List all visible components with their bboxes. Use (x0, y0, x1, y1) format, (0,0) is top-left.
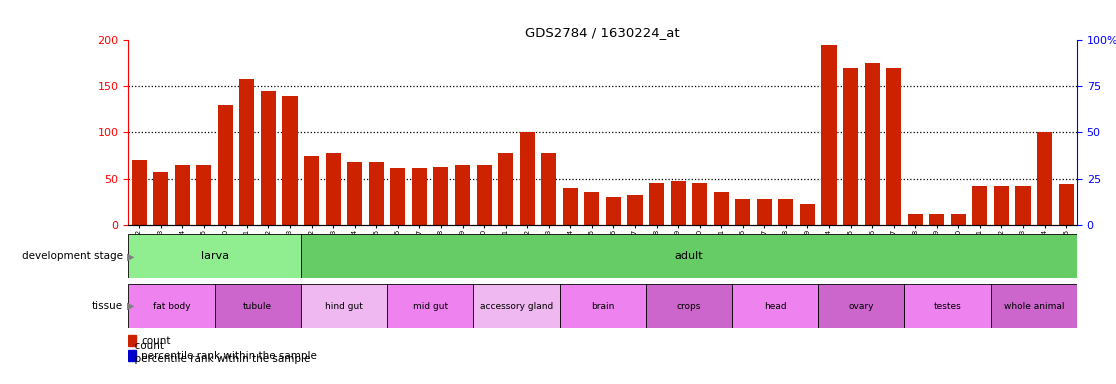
Bar (473, 284, 559, 328)
Bar (627, 195, 643, 225)
Bar (559, 284, 646, 328)
Bar (562, 188, 578, 225)
Bar (972, 186, 988, 225)
Text: brain: brain (591, 302, 614, 311)
Bar (301, 284, 387, 328)
Point (950, 19, 968, 25)
Text: adult: adult (674, 251, 703, 262)
Point (927, 26, 945, 32)
Text: larva: larva (201, 251, 229, 262)
Bar (128, 234, 301, 278)
Bar (991, 284, 1077, 328)
Text: count: count (141, 336, 171, 346)
Bar (368, 162, 384, 225)
Bar (821, 45, 837, 225)
Text: fat body: fat body (153, 302, 190, 311)
Point (971, 15, 989, 21)
Text: development stage: development stage (21, 251, 123, 262)
Bar (1016, 186, 1030, 225)
Bar (800, 204, 815, 225)
Bar (304, 156, 319, 225)
Text: percentile rank within the sample: percentile rank within the sample (128, 354, 310, 364)
Text: tissue: tissue (92, 301, 123, 311)
Bar (128, 351, 136, 361)
Bar (606, 197, 620, 225)
Bar (646, 284, 732, 328)
Text: percentile rank within the sample: percentile rank within the sample (141, 351, 317, 361)
Bar (239, 79, 254, 225)
Bar (886, 68, 902, 225)
Bar (930, 214, 944, 225)
Bar (692, 183, 708, 225)
Bar (347, 162, 363, 225)
Bar (477, 165, 492, 225)
Text: ovary: ovary (848, 302, 874, 311)
Bar (541, 153, 556, 225)
Text: ▶: ▶ (127, 251, 135, 262)
Text: whole animal: whole animal (1003, 302, 1064, 311)
Bar (951, 214, 966, 225)
Bar (713, 192, 729, 225)
Bar (175, 165, 190, 225)
Bar (671, 181, 685, 225)
Bar (261, 91, 276, 225)
Title: GDS2784 / 1630224_at: GDS2784 / 1630224_at (526, 26, 680, 39)
Point (906, 19, 924, 25)
Bar (994, 186, 1009, 225)
Bar (650, 183, 664, 225)
Text: ▶: ▶ (127, 301, 135, 311)
Text: head: head (763, 302, 787, 311)
Bar (196, 165, 211, 225)
Bar (433, 167, 449, 225)
Bar (732, 284, 818, 328)
Bar (412, 167, 427, 225)
Bar (128, 336, 136, 346)
Text: mid gut: mid gut (413, 302, 448, 311)
Text: testes: testes (934, 302, 962, 311)
Text: accessory gland: accessory gland (480, 302, 554, 311)
Text: count: count (128, 341, 164, 351)
Bar (585, 192, 599, 225)
Bar (391, 167, 405, 225)
Text: hind gut: hind gut (325, 302, 363, 311)
Bar (1059, 184, 1074, 225)
Bar (153, 172, 169, 225)
Bar (520, 132, 535, 225)
Bar (757, 199, 772, 225)
Bar (214, 284, 301, 328)
Bar (843, 68, 858, 225)
Bar (128, 284, 214, 328)
Bar (218, 105, 233, 225)
Text: tubule: tubule (243, 302, 272, 311)
Bar (904, 284, 991, 328)
Bar (735, 199, 750, 225)
Bar (778, 199, 793, 225)
Bar (455, 165, 470, 225)
Bar (907, 214, 923, 225)
Text: crops: crops (676, 302, 701, 311)
Bar (301, 234, 1077, 278)
Bar (865, 63, 879, 225)
Bar (132, 160, 146, 225)
Bar (498, 153, 513, 225)
Bar (282, 96, 298, 225)
Bar (387, 284, 473, 328)
Bar (326, 153, 340, 225)
Bar (818, 284, 904, 328)
Bar (1037, 132, 1052, 225)
